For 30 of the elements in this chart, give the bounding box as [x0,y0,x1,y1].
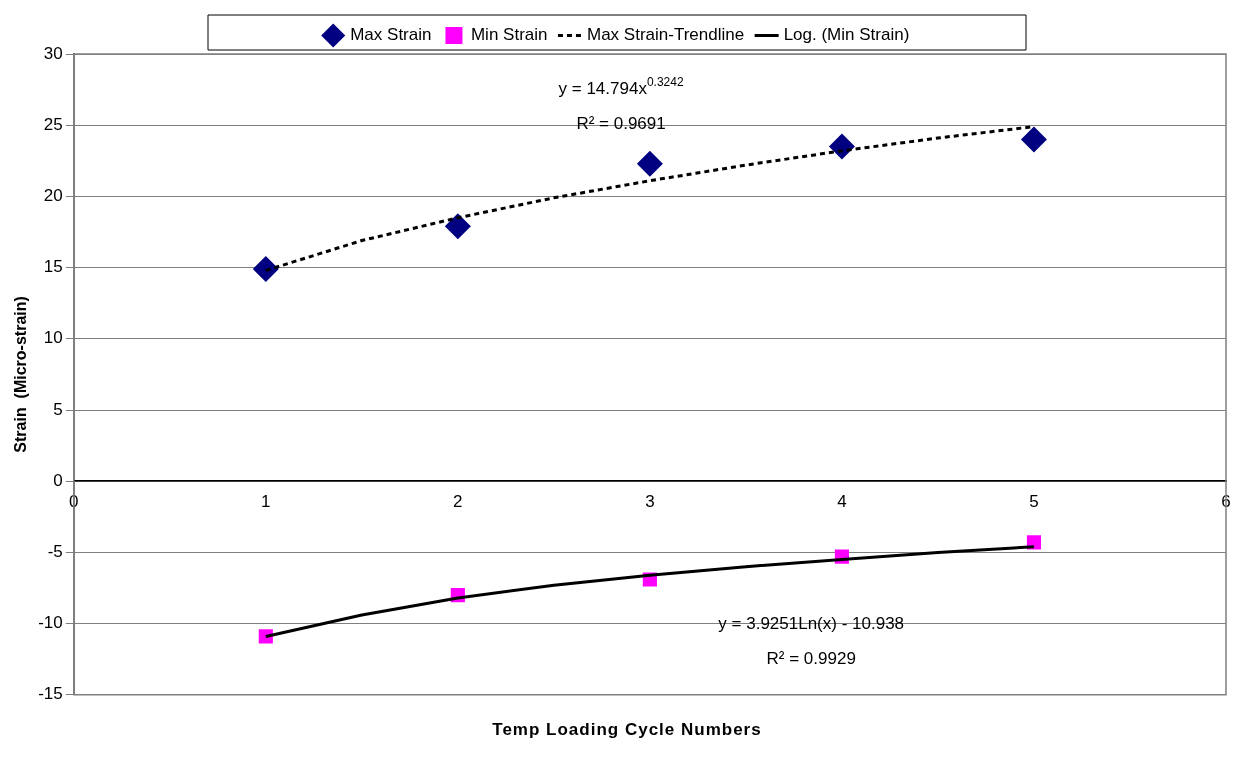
x-tick-label: 3 [645,492,655,512]
y-tick-label: 10 [43,328,63,348]
point [444,213,471,240]
y-tick-label: -5 [47,542,63,562]
y-tick-label: -10 [38,613,63,633]
y-tick-label: 25 [43,114,63,134]
point [828,133,855,160]
annotation: y = 3.9251Ln(x) - 10.938 [718,614,905,633]
y-tick-label: 20 [43,186,63,206]
x-tick-label: 5 [1029,492,1039,512]
y-axis-title: Strain (Micro-strain) [12,296,30,453]
point [1020,126,1047,153]
legend-label: Min Strain [470,25,548,45]
legend-label: Log. (Min Strain) [783,25,910,45]
y-tick-label: 15 [43,257,63,277]
x-tick-label: 2 [453,492,463,512]
y-tick-label: -15 [38,684,63,704]
y-tick-label: 0 [53,470,63,490]
x-axis-title: Temp Loading Cycle Numbers [491,720,763,740]
x-tick-label: 1 [261,492,271,512]
x-tick-label: 4 [837,492,847,512]
point [636,150,663,177]
annotation: R² = 0.9691 [576,114,666,134]
y-tick-label: 30 [43,43,63,63]
annotation: R² = 0.9929 [766,649,856,669]
point [252,256,279,283]
legend-label: Max Strain-Trendline [586,25,745,45]
legend-label: Max Strain [350,25,432,45]
y-tick-label: 5 [53,399,63,419]
x-tick-label: 6 [1221,492,1231,512]
